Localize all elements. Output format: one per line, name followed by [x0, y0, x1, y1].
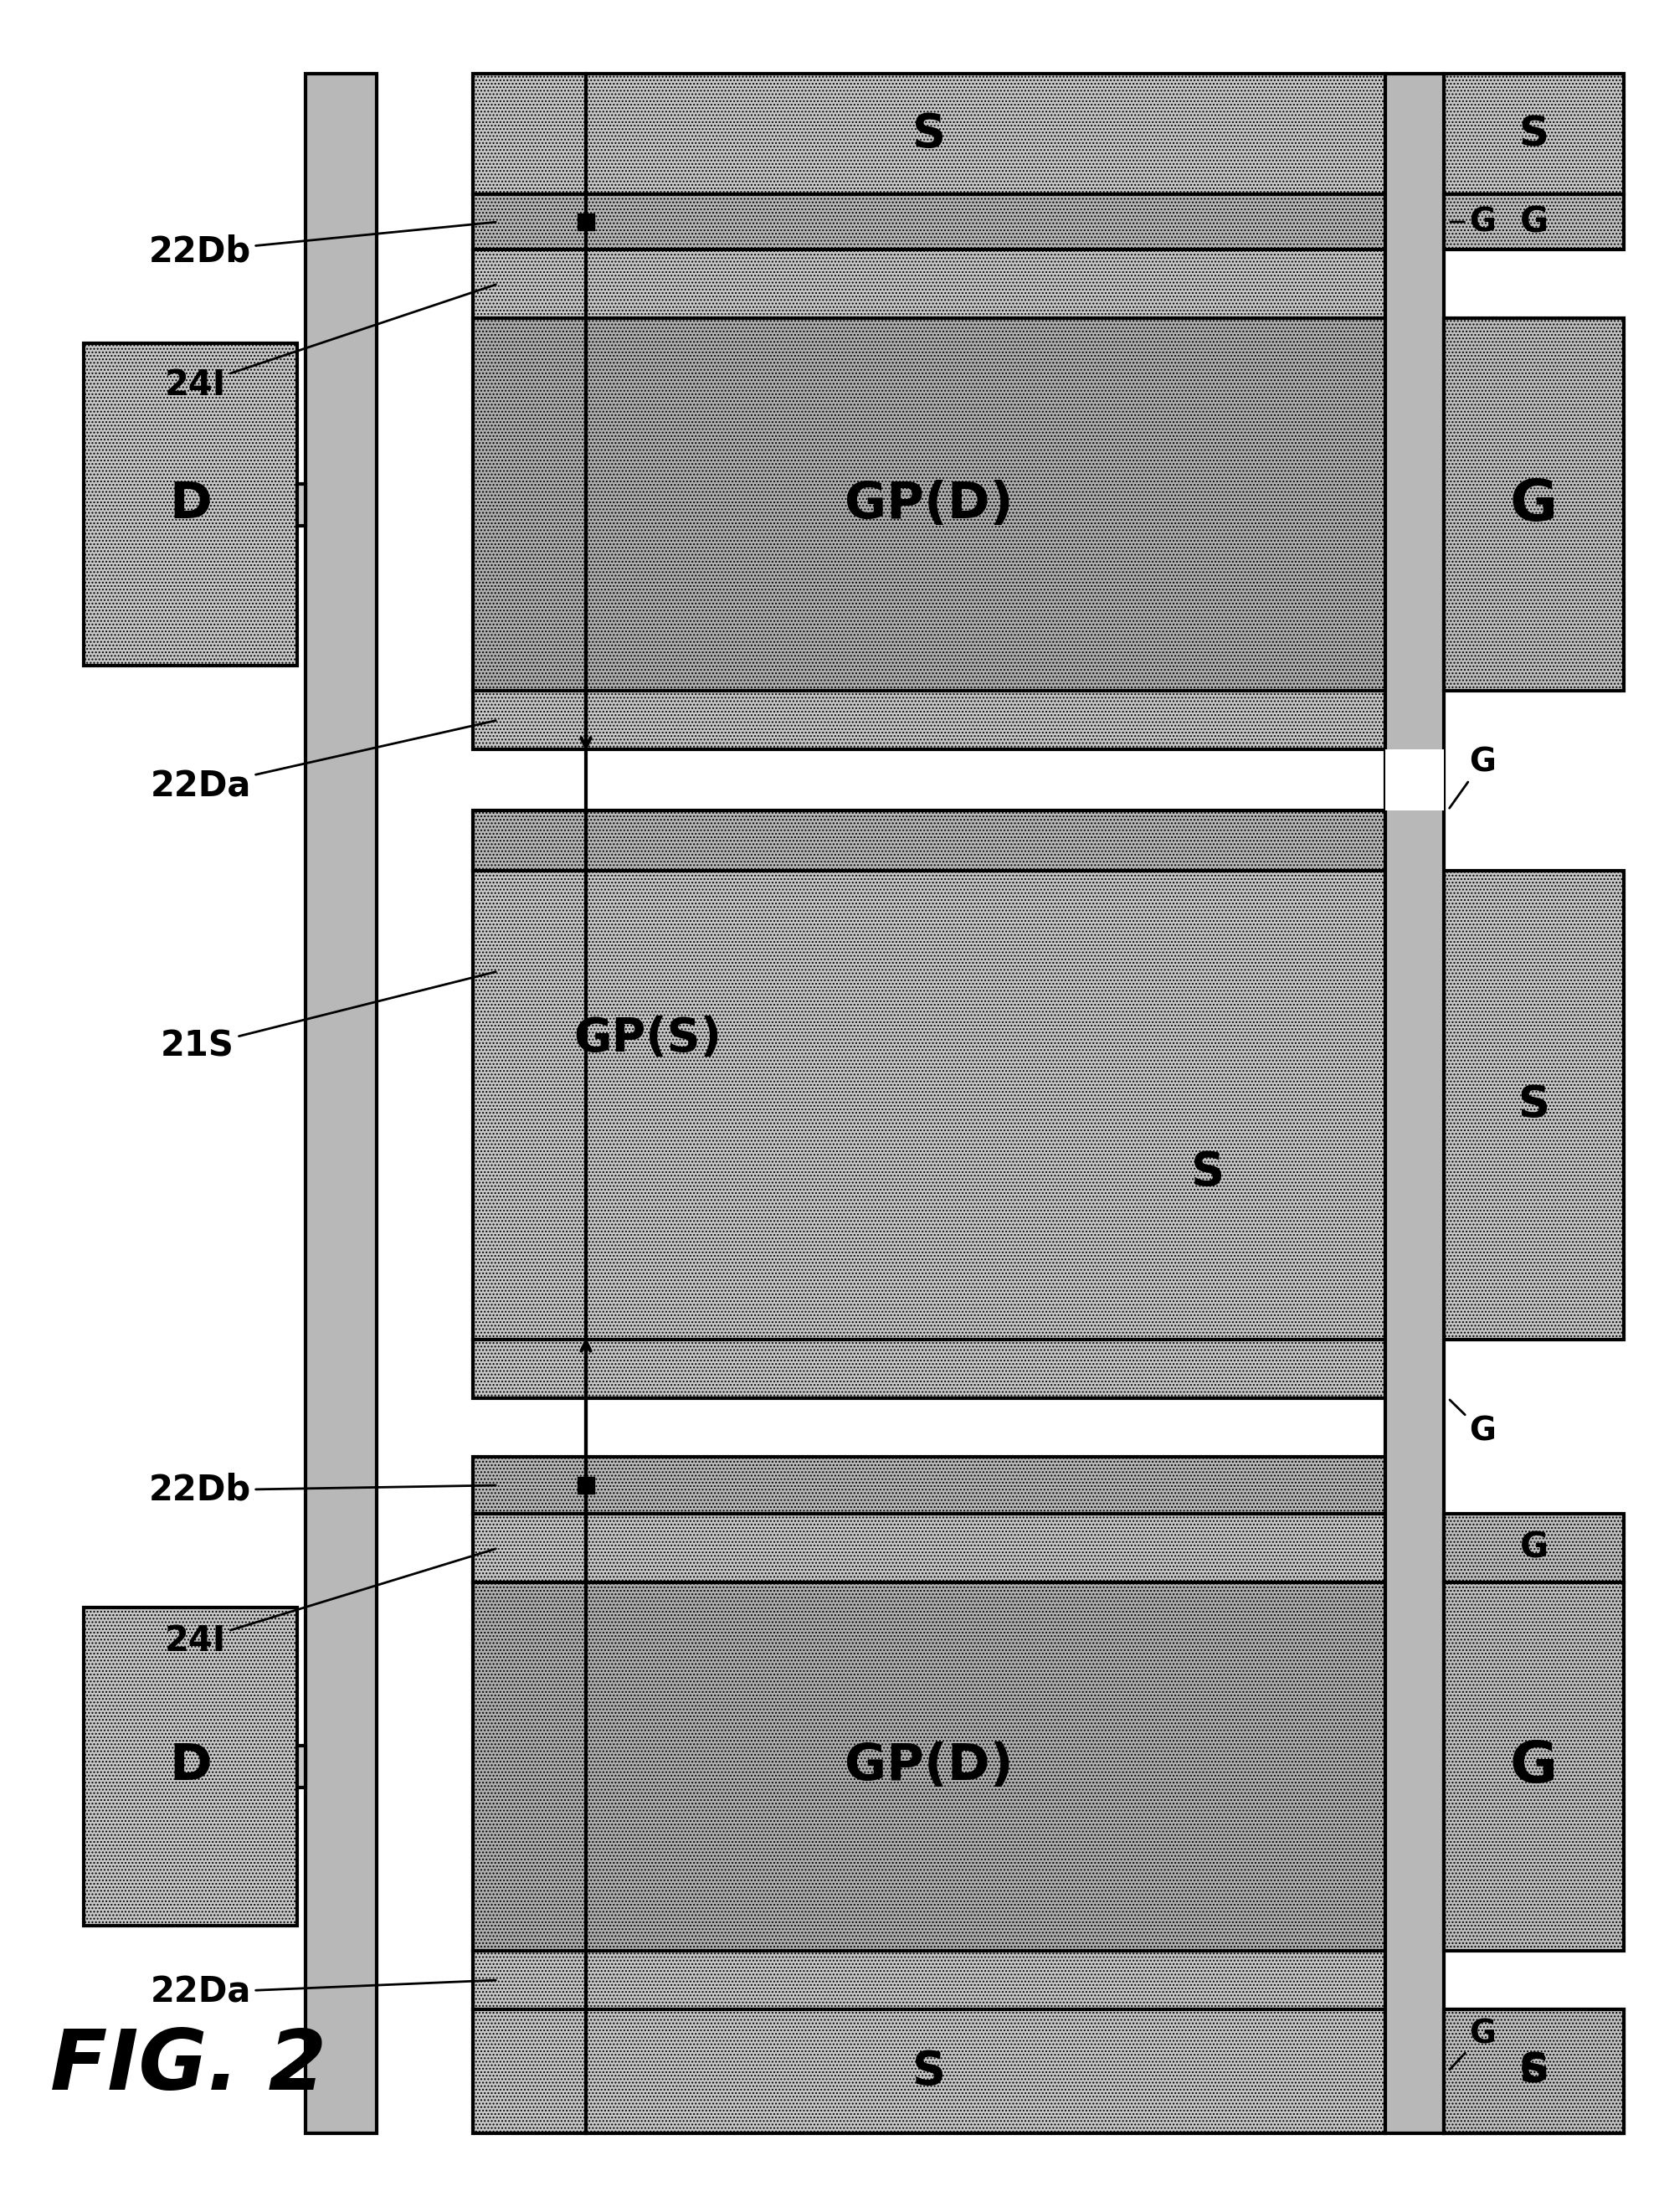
- Bar: [297, 484, 305, 526]
- Text: G: G: [1448, 1400, 1495, 1447]
- Text: S: S: [912, 2048, 946, 2095]
- Bar: [473, 872, 1385, 1340]
- Text: GP(D): GP(D): [844, 480, 1014, 529]
- Bar: [473, 250, 1385, 319]
- Text: G: G: [1450, 206, 1495, 237]
- Text: G: G: [1510, 1739, 1558, 1794]
- Bar: [473, 810, 1385, 872]
- Text: 22Da: 22Da: [151, 721, 496, 805]
- Text: G: G: [1518, 1531, 1548, 1566]
- Bar: [1443, 872, 1623, 1340]
- Text: S: S: [1191, 1150, 1224, 1194]
- Bar: [83, 1608, 297, 1927]
- Bar: [1385, 750, 1443, 810]
- Bar: [1443, 73, 1623, 195]
- Bar: [305, 73, 377, 2132]
- Text: S: S: [1518, 1084, 1550, 1126]
- Bar: [1443, 2008, 1623, 2132]
- Text: G: G: [1518, 2053, 1548, 2088]
- Bar: [473, 195, 1385, 250]
- Bar: [1443, 195, 1623, 250]
- Bar: [83, 343, 297, 666]
- Bar: [1443, 319, 1623, 690]
- Text: 22Da: 22Da: [151, 1975, 496, 2011]
- Text: GP(D): GP(D): [844, 1741, 1014, 1792]
- Bar: [473, 1582, 1385, 1951]
- Bar: [1385, 73, 1443, 2132]
- Text: 22Db: 22Db: [149, 221, 496, 268]
- Bar: [473, 319, 1385, 690]
- Text: S: S: [1518, 2051, 1548, 2090]
- Text: S: S: [1518, 113, 1548, 155]
- Text: 21S: 21S: [161, 971, 496, 1064]
- Bar: [297, 1745, 305, 1787]
- Bar: [1443, 2008, 1623, 2132]
- Text: G: G: [1448, 2020, 1495, 2070]
- Text: FIG. 2: FIG. 2: [50, 2026, 327, 2108]
- Text: G: G: [1448, 745, 1495, 807]
- Text: 24I: 24I: [164, 285, 496, 403]
- Bar: [473, 690, 1385, 750]
- Text: D: D: [169, 1741, 212, 1792]
- Bar: [1443, 1582, 1623, 1951]
- Text: 24I: 24I: [164, 1548, 496, 1659]
- Text: S: S: [912, 111, 946, 157]
- Text: D: D: [169, 480, 212, 529]
- Bar: [1443, 1513, 1623, 1582]
- Text: 22Db: 22Db: [149, 1473, 496, 1509]
- Text: G: G: [1518, 204, 1548, 239]
- Text: GP(S): GP(S): [572, 1015, 722, 1062]
- Bar: [473, 73, 1385, 195]
- Bar: [473, 1951, 1385, 2008]
- Bar: [473, 1458, 1385, 1513]
- Bar: [473, 1340, 1385, 1398]
- Bar: [473, 1513, 1385, 1582]
- Bar: [473, 2008, 1385, 2132]
- Text: G: G: [1510, 476, 1558, 533]
